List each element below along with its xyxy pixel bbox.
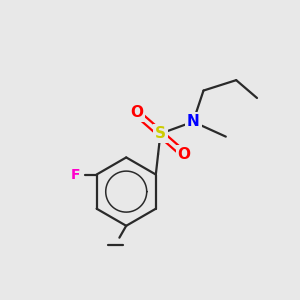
Text: F: F <box>71 167 81 182</box>
Text: O: O <box>178 147 191 162</box>
Text: N: N <box>187 114 200 129</box>
Text: O: O <box>130 105 143 120</box>
Text: S: S <box>155 126 166 141</box>
